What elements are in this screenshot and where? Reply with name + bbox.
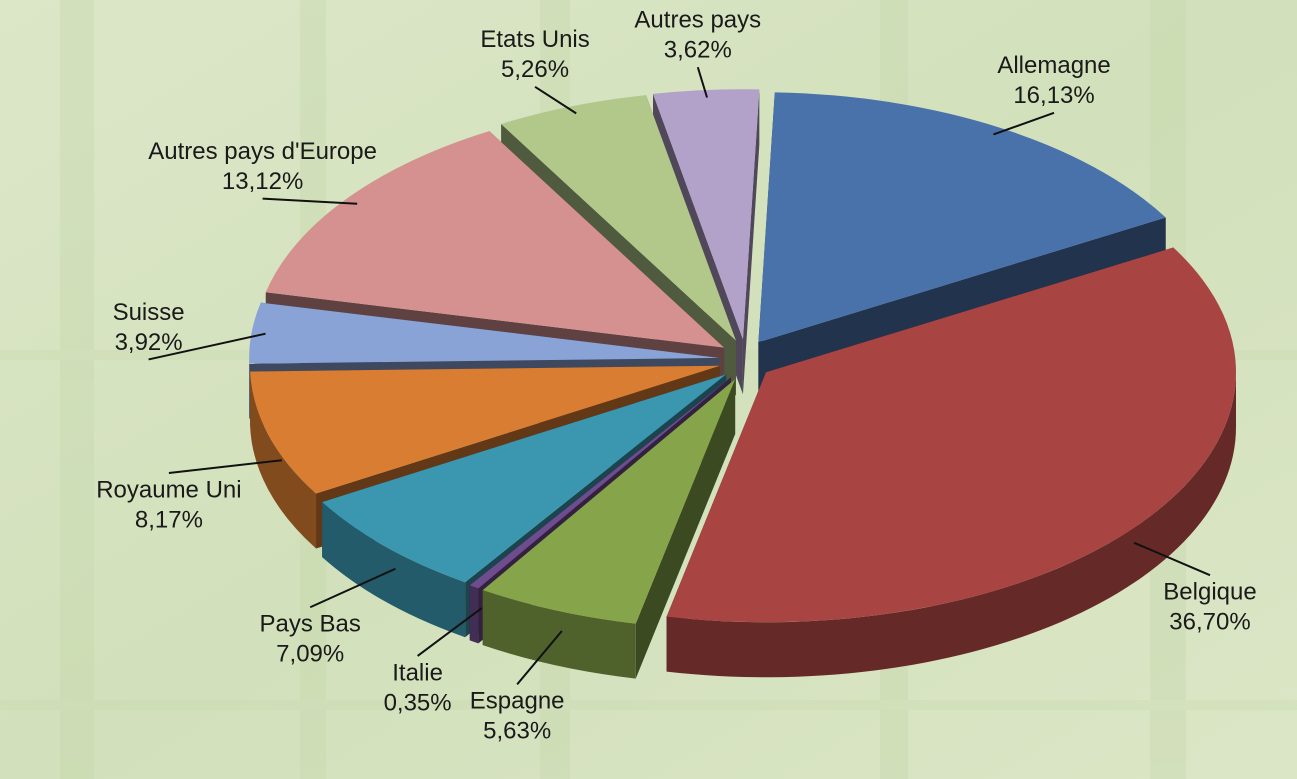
slice-value-label: 5,26% xyxy=(501,56,569,83)
slice-value-label: 36,70% xyxy=(1169,608,1250,635)
leader-line xyxy=(262,197,358,205)
slice-value-label: 0,35% xyxy=(384,689,452,716)
slice xyxy=(653,89,760,340)
slice-label: Pays Bas xyxy=(260,611,361,638)
slice-label: Espagne xyxy=(470,688,565,715)
slice-label: Etats Unis xyxy=(480,26,589,53)
leader-line xyxy=(168,459,282,474)
slice xyxy=(250,365,721,494)
pie xyxy=(249,89,1236,679)
leader-line xyxy=(534,85,577,115)
slice xyxy=(501,95,736,341)
slice-label: Allemagne xyxy=(997,52,1110,79)
slice-label: Royaume Uni xyxy=(96,476,241,503)
slice-side xyxy=(250,371,317,549)
slice-value-label: 16,13% xyxy=(1013,82,1094,109)
leader-line xyxy=(417,607,483,657)
slice xyxy=(265,131,725,348)
slice xyxy=(758,92,1166,343)
slice-value-label: 5,63% xyxy=(483,718,551,745)
slice-label: Autres pays d'Europe xyxy=(148,138,377,165)
slice-side xyxy=(666,372,1236,678)
slice-label: Autres pays xyxy=(634,7,761,34)
leader-line xyxy=(696,66,709,98)
slice-label: Suisse xyxy=(113,299,185,326)
slice xyxy=(666,247,1236,623)
slice-value-label: 13,12% xyxy=(222,168,303,195)
leader-line xyxy=(1133,541,1211,577)
slice xyxy=(249,302,720,364)
leader-line xyxy=(993,111,1055,136)
labels: Allemagne 16,13% Belgique 36,70% Espagne 5,63… xyxy=(96,7,1257,745)
leader-line xyxy=(309,567,396,609)
leader-line xyxy=(516,630,563,685)
slice-label: Belgique xyxy=(1163,578,1256,605)
leader-line xyxy=(148,332,266,361)
slice-edge xyxy=(742,89,760,395)
slice xyxy=(482,379,736,624)
slice-value-label: 7,09% xyxy=(276,641,344,668)
slice-label: Italie xyxy=(392,659,443,686)
slice-value-label: 3,92% xyxy=(115,329,183,356)
slice-value-label: 3,62% xyxy=(664,37,732,64)
slice xyxy=(322,374,727,583)
slice-value-label: 8,17% xyxy=(135,506,203,533)
slice xyxy=(469,377,731,589)
